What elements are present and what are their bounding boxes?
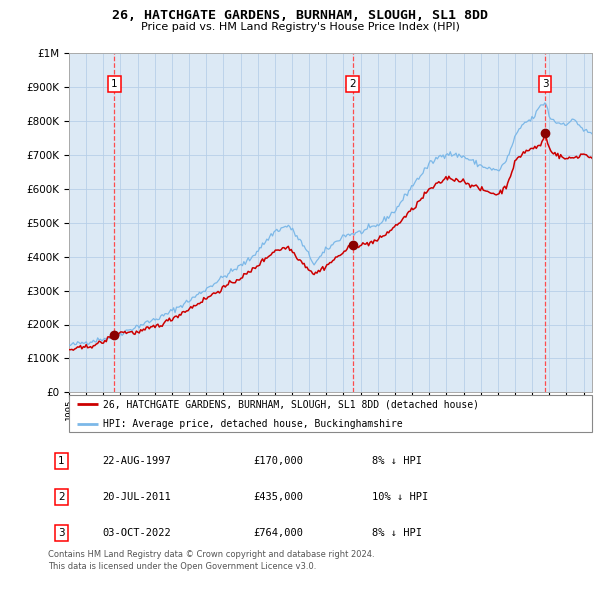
Text: 03-OCT-2022: 03-OCT-2022 [102, 527, 171, 537]
Text: 2: 2 [58, 491, 65, 502]
Text: 1: 1 [58, 455, 65, 466]
Text: 8% ↓ HPI: 8% ↓ HPI [372, 527, 422, 537]
Text: £435,000: £435,000 [253, 491, 303, 502]
Text: £170,000: £170,000 [253, 455, 303, 466]
Text: 1: 1 [111, 78, 118, 88]
Text: 26, HATCHGATE GARDENS, BURNHAM, SLOUGH, SL1 8DD: 26, HATCHGATE GARDENS, BURNHAM, SLOUGH, … [112, 9, 488, 22]
Text: HPI: Average price, detached house, Buckinghamshire: HPI: Average price, detached house, Buck… [103, 419, 403, 429]
Text: Price paid vs. HM Land Registry's House Price Index (HPI): Price paid vs. HM Land Registry's House … [140, 22, 460, 32]
Text: 22-AUG-1997: 22-AUG-1997 [102, 455, 171, 466]
FancyBboxPatch shape [69, 395, 592, 432]
Text: 8% ↓ HPI: 8% ↓ HPI [372, 455, 422, 466]
Text: Contains HM Land Registry data © Crown copyright and database right 2024.: Contains HM Land Registry data © Crown c… [48, 550, 374, 559]
Text: 20-JUL-2011: 20-JUL-2011 [102, 491, 171, 502]
Text: 10% ↓ HPI: 10% ↓ HPI [372, 491, 428, 502]
Text: This data is licensed under the Open Government Licence v3.0.: This data is licensed under the Open Gov… [48, 562, 316, 571]
Text: 3: 3 [58, 527, 65, 537]
Text: 3: 3 [542, 78, 548, 88]
Text: 26, HATCHGATE GARDENS, BURNHAM, SLOUGH, SL1 8DD (detached house): 26, HATCHGATE GARDENS, BURNHAM, SLOUGH, … [103, 399, 479, 409]
Text: 2: 2 [350, 78, 356, 88]
Text: £764,000: £764,000 [253, 527, 303, 537]
